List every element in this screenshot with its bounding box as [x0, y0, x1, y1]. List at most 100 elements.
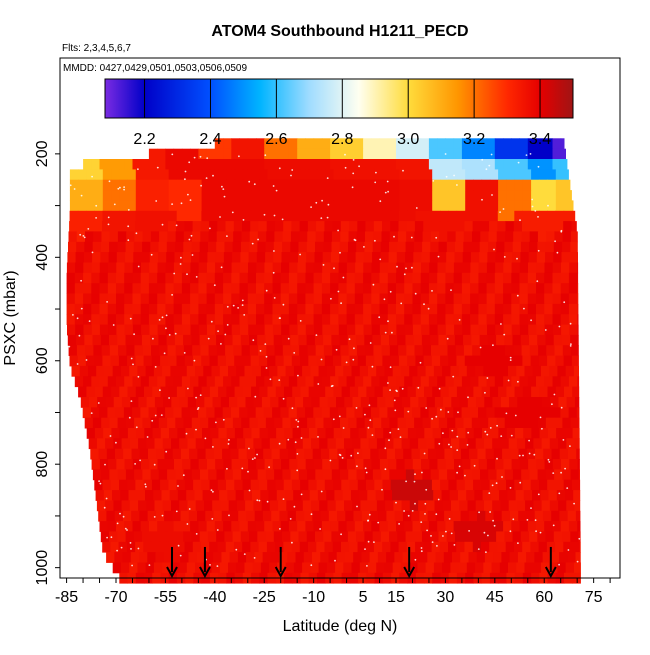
- heatmap-cell: [385, 500, 394, 512]
- measurement-point: [206, 157, 209, 160]
- heatmap-cell: [153, 365, 163, 377]
- heatmap-cell: [190, 521, 199, 532]
- heatmap-cell: [529, 241, 538, 253]
- heatmap-cell: [473, 428, 483, 439]
- measurement-point: [335, 348, 338, 351]
- heatmap-cell: [396, 303, 405, 315]
- heatmap-cell: [264, 293, 273, 305]
- measurement-point: [403, 510, 405, 512]
- heatmap-cell: [412, 283, 422, 294]
- measurement-point: [375, 171, 377, 174]
- heatmap-cell: [511, 148, 520, 160]
- heatmap-cell: [438, 469, 448, 481]
- heatmap-cell: [141, 252, 151, 263]
- heatmap-cell: [281, 324, 290, 336]
- heatmap-cell: [561, 334, 571, 346]
- measurement-point: [435, 236, 438, 239]
- measurement-point: [199, 155, 202, 158]
- heatmap-cell: [198, 521, 208, 532]
- heatmap-cell: [267, 386, 277, 398]
- heatmap-cell: [222, 407, 232, 419]
- measurement-point: [425, 488, 428, 491]
- heatmap-cell: [364, 334, 373, 346]
- measurement-point: [430, 535, 432, 537]
- heatmap-cell: [504, 531, 514, 543]
- heatmap-cell: [231, 283, 240, 294]
- heatmap-cell: [123, 407, 133, 419]
- heatmap-cell: [231, 148, 240, 160]
- heatmap-cell: [193, 355, 202, 367]
- heatmap-cell: [390, 221, 399, 232]
- heatmap-cell: [561, 262, 570, 274]
- heatmap-cell: [343, 365, 352, 377]
- heatmap-cell: [379, 303, 389, 315]
- heatmap-cell: [512, 531, 522, 543]
- measurement-point: [387, 382, 389, 384]
- heatmap-cell: [165, 314, 175, 325]
- heatmap-cell: [225, 221, 235, 232]
- heatmap-cell: [138, 397, 148, 408]
- heatmap-cell: [374, 200, 384, 212]
- measurement-point: [473, 464, 476, 467]
- heatmap-cell: [158, 417, 168, 429]
- heatmap-cell: [522, 190, 532, 201]
- heatmap-cell: [83, 303, 92, 315]
- measurement-point: [453, 544, 456, 546]
- heatmap-cell: [239, 262, 249, 274]
- heatmap-cell: [416, 428, 425, 439]
- heatmap-cell: [102, 200, 112, 212]
- heatmap-cell: [232, 531, 242, 543]
- heatmap-cell: [570, 469, 580, 481]
- heatmap-cell: [463, 345, 473, 356]
- measurement-point: [153, 516, 156, 518]
- heatmap-cell: [445, 314, 455, 325]
- heatmap-cell: [476, 552, 486, 563]
- heatmap-cell: [83, 252, 93, 263]
- heatmap-cell: [415, 200, 425, 212]
- heatmap-cell: [108, 459, 117, 470]
- heatmap-cell: [578, 469, 580, 481]
- heatmap-cell: [380, 241, 390, 253]
- heatmap-cell: [249, 231, 259, 243]
- measurement-point: [168, 334, 171, 336]
- measurement-point: [444, 153, 447, 155]
- heatmap-cell: [445, 159, 455, 170]
- measurement-point: [517, 380, 519, 383]
- heatmap-cell: [193, 210, 202, 222]
- measurement-point: [182, 474, 185, 477]
- heatmap-cell: [426, 438, 435, 450]
- heatmap-cell: [247, 376, 257, 388]
- measurement-point: [356, 505, 358, 508]
- heatmap-cell: [472, 231, 481, 243]
- measurement-point: [537, 493, 540, 496]
- heatmap-cell: [446, 334, 456, 346]
- heatmap-cell: [562, 417, 572, 429]
- measurement-point: [258, 499, 261, 502]
- heatmap-cell: [537, 469, 547, 481]
- heatmap-cell: [230, 448, 239, 460]
- heatmap-cell: [387, 272, 397, 284]
- heatmap-cell: [171, 397, 180, 408]
- heatmap-cell: [349, 200, 359, 212]
- measurement-point: [397, 428, 400, 430]
- heatmap-cell: [338, 159, 348, 170]
- profile-marker-arrow: [403, 546, 416, 579]
- heatmap-cell: [527, 293, 537, 305]
- heatmap-cell: [266, 221, 276, 232]
- measurement-point: [293, 352, 296, 354]
- measurement-point: [541, 427, 543, 430]
- heatmap-cell: [223, 324, 233, 336]
- heatmap-cell: [531, 428, 541, 439]
- heatmap-cell: [330, 138, 339, 150]
- heatmap-cell: [217, 541, 227, 553]
- measurement-point: [78, 334, 81, 337]
- heatmap-cell: [437, 324, 447, 336]
- heatmap-cell: [84, 334, 93, 346]
- measurement-point: [127, 209, 130, 211]
- heatmap-cell: [277, 365, 287, 377]
- measurement-point: [212, 490, 214, 493]
- heatmap-cell: [514, 200, 524, 212]
- measurement-point: [356, 465, 358, 468]
- heatmap-cell: [107, 407, 117, 419]
- heatmap-cell: [99, 262, 109, 274]
